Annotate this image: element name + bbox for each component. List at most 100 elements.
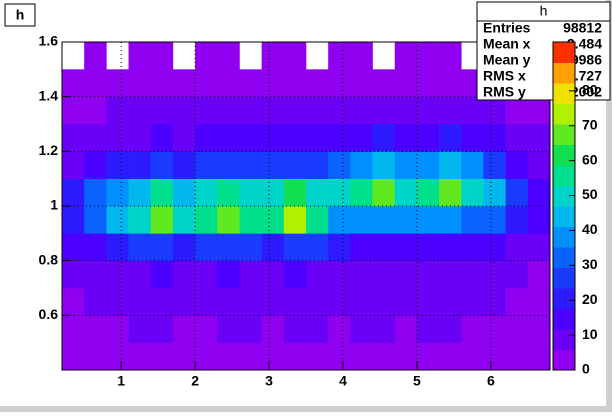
heatmap-cell xyxy=(394,69,418,97)
heatmap-cell xyxy=(350,288,373,316)
heatmap-cell xyxy=(328,342,351,371)
heatmap-cell xyxy=(416,315,440,343)
heatmap-cell xyxy=(372,124,396,152)
heatmap-cell xyxy=(150,124,174,152)
heatmap-cell xyxy=(195,96,218,125)
heatmap-cell xyxy=(261,178,285,207)
heatmap-cell xyxy=(394,96,418,125)
heatmap-cell xyxy=(106,342,129,371)
heatmap-cell xyxy=(306,96,329,125)
heatmap-cell xyxy=(527,206,551,234)
heatmap-cell xyxy=(261,206,285,234)
heatmap-cell xyxy=(394,151,418,179)
heatmap-cell xyxy=(217,178,240,207)
heatmap-cell xyxy=(527,233,551,261)
heatmap-cell xyxy=(350,178,373,207)
heatmap-cell xyxy=(261,233,285,261)
heatmap-cell xyxy=(439,233,462,261)
x-tick-label: 5 xyxy=(413,373,421,389)
heatmap-cell xyxy=(283,342,307,371)
heatmap-cell xyxy=(84,288,107,316)
heatmap-cell xyxy=(416,42,440,70)
heatmap-cell xyxy=(239,288,262,316)
heatmap-cell xyxy=(150,42,174,70)
heatmap-cell xyxy=(372,288,396,316)
heatmap-cell xyxy=(416,206,440,234)
heatmap-cell xyxy=(306,151,329,179)
heatmap-cell xyxy=(439,206,462,234)
heatmap-cell xyxy=(62,260,85,289)
heatmap-cell xyxy=(195,178,218,207)
heatmap-cell xyxy=(394,42,418,70)
stats-value: 3.484 xyxy=(567,36,602,52)
heatmap-cell xyxy=(416,288,440,316)
heatmap-cell xyxy=(306,342,329,371)
heatmap-cell xyxy=(283,96,307,125)
palette-band xyxy=(553,185,575,207)
heatmap-cell xyxy=(483,151,506,179)
heatmap-cell xyxy=(84,69,107,97)
y-tick-label: 1.4 xyxy=(39,87,59,103)
heatmap-cell xyxy=(128,342,152,371)
heatmap-cell xyxy=(150,233,174,261)
heatmap-cell xyxy=(328,69,351,97)
heatmap-cell xyxy=(128,288,152,316)
heatmap-cell xyxy=(261,124,285,152)
palette-band xyxy=(553,329,575,350)
z-tick-label: 20 xyxy=(582,291,598,307)
heatmap-cell xyxy=(172,178,196,207)
heatmap-cell xyxy=(62,124,85,152)
heatmap-cell xyxy=(128,178,152,207)
heatmap-cell xyxy=(195,42,218,70)
heatmap-cell xyxy=(217,233,240,261)
stats-value: 98812 xyxy=(563,20,602,36)
heatmap-cell xyxy=(261,342,285,371)
heatmap-cell xyxy=(372,260,396,289)
heatmap-cell xyxy=(172,96,196,125)
heatmap-cell xyxy=(416,342,440,371)
heatmap-cell xyxy=(394,342,418,371)
heatmap-cell xyxy=(261,315,285,343)
heatmap-cell xyxy=(195,206,218,234)
heatmap-cell xyxy=(62,342,85,371)
heatmap-cell xyxy=(283,124,307,152)
heatmap-cell xyxy=(150,260,174,289)
heatmap-cell xyxy=(106,288,129,316)
y-tick-label: 0.6 xyxy=(39,306,59,322)
heatmap-cell xyxy=(172,260,196,289)
heatmap-cell xyxy=(283,42,307,70)
heatmap-cell xyxy=(328,233,351,261)
heatmap-cell xyxy=(350,42,373,70)
heatmap-cell xyxy=(372,178,396,207)
y-tick-label: 1.6 xyxy=(39,33,59,49)
heatmap-cell xyxy=(106,69,129,97)
heatmap-cell xyxy=(394,206,418,234)
heatmap-cell xyxy=(483,178,506,207)
heatmap-cell xyxy=(172,342,196,371)
heatmap-cell xyxy=(350,342,373,371)
palette-band xyxy=(553,267,575,289)
heatmap-cell xyxy=(239,69,262,97)
heatmap-cell xyxy=(239,178,262,207)
heatmap-cell xyxy=(461,206,484,234)
heatmap-cell xyxy=(439,315,462,343)
heatmap-cell xyxy=(328,96,351,125)
heatmap-cell xyxy=(150,151,174,179)
heatmap-cell xyxy=(239,260,262,289)
heatmap-cell xyxy=(306,288,329,316)
heatmap-cell xyxy=(84,233,107,261)
heatmap-cell xyxy=(172,151,196,179)
heatmap-cell xyxy=(128,42,152,70)
palette-band xyxy=(553,247,575,268)
heatmap-cell xyxy=(106,151,129,179)
z-tick-label: 30 xyxy=(582,256,598,272)
heatmap-cell xyxy=(172,69,196,97)
heatmap-cell xyxy=(350,233,373,261)
heatmap-cell xyxy=(150,342,174,371)
heatmap-cell xyxy=(328,151,351,179)
heatmap-cell xyxy=(172,233,196,261)
heatmap-cell xyxy=(150,206,174,234)
z-tick-label: 10 xyxy=(582,326,598,342)
heatmap-cell xyxy=(306,315,329,343)
